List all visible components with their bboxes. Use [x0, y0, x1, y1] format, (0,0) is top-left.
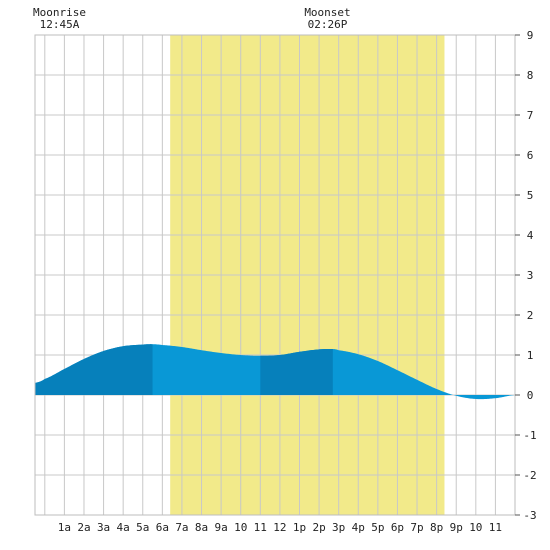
- y-tick-label: -1: [523, 429, 536, 442]
- x-tick-label: 2a: [77, 521, 90, 534]
- y-tick-label: 4: [527, 229, 534, 242]
- x-tick-label: 6p: [391, 521, 404, 534]
- x-tick-label: 3p: [332, 521, 345, 534]
- tide-area-dark: [260, 348, 333, 395]
- x-tick-label: 6a: [156, 521, 169, 534]
- tide-area-dark: [35, 344, 153, 395]
- x-tick-label: 1a: [58, 521, 71, 534]
- x-tick-label: 4a: [117, 521, 130, 534]
- y-tick-label: 6: [527, 149, 534, 162]
- x-tick-label: 9a: [214, 521, 227, 534]
- y-tick-label: 7: [527, 109, 534, 122]
- moonset-label: Moonset: [304, 6, 350, 19]
- x-tick-label: 10: [234, 521, 247, 534]
- y-tick-label: 3: [527, 269, 534, 282]
- x-tick-label: 9p: [450, 521, 463, 534]
- x-tick-label: 2p: [312, 521, 325, 534]
- x-tick-label: 11: [254, 521, 267, 534]
- x-tick-label: 5p: [371, 521, 384, 534]
- moonrise-time: 12:45A: [40, 18, 80, 31]
- y-tick-label: 8: [527, 69, 534, 82]
- y-tick-label: 2: [527, 309, 534, 322]
- x-tick-label: 7p: [410, 521, 423, 534]
- x-tick-label: 10: [469, 521, 482, 534]
- y-tick-label: 1: [527, 349, 534, 362]
- x-tick-label: 5a: [136, 521, 149, 534]
- moonrise-label: Moonrise: [33, 6, 86, 19]
- x-tick-label: 3a: [97, 521, 110, 534]
- y-tick-label: -3: [523, 509, 536, 522]
- x-tick-label: 8a: [195, 521, 208, 534]
- y-tick-label: -2: [523, 469, 536, 482]
- y-tick-label: 5: [527, 189, 534, 202]
- x-tick-label: 7a: [175, 521, 188, 534]
- x-tick-label: 12: [273, 521, 286, 534]
- y-tick-label: 9: [527, 29, 534, 42]
- x-tick-label: 11: [489, 521, 502, 534]
- x-tick-label: 8p: [430, 521, 443, 534]
- x-tick-label: 4p: [352, 521, 365, 534]
- y-tick-label: 0: [527, 389, 534, 402]
- x-tick-label: 1p: [293, 521, 306, 534]
- moonset-time: 02:26P: [308, 18, 348, 31]
